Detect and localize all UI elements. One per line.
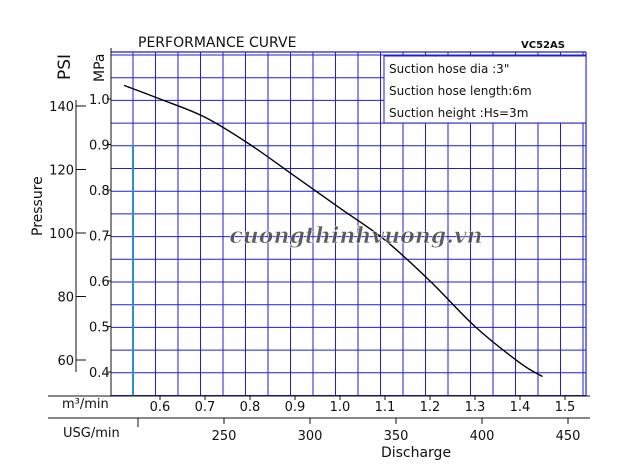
psi-tick-labels: 140 120 100 80 60 — [49, 100, 86, 369]
m3-tick-label: 1.3 — [465, 400, 486, 415]
psi-tick-label: 140 — [49, 100, 74, 115]
psi-tick-label: 100 — [49, 227, 74, 242]
mpa-tick-label: 0.6 — [89, 275, 110, 290]
m3-unit-label: m³/min — [62, 397, 109, 412]
mpa-unit-label: MPa — [92, 54, 108, 82]
mpa-tick-label: 0.7 — [89, 230, 110, 245]
watermark-text: cuongthinhvuong.vn — [229, 223, 482, 249]
m3-tick-label: 1.2 — [420, 400, 441, 415]
m3-tick-label: 0.8 — [240, 400, 261, 415]
m3-tick-label: 0.9 — [285, 400, 306, 415]
usg-tick-label: 300 — [298, 429, 323, 444]
usg-tick-label: 450 — [556, 429, 581, 444]
m3-tick-label: 1.1 — [375, 400, 396, 415]
mpa-tick-label: 0.5 — [89, 321, 110, 336]
psi-unit-label: PSI — [55, 54, 75, 80]
psi-tick-label: 80 — [57, 291, 74, 306]
mpa-tick-label: 0.8 — [89, 184, 110, 199]
info-line-2: Suction hose length:6m — [389, 84, 532, 98]
mpa-tick-labels: 1.0 0.9 0.8 0.7 0.6 0.5 0.4 — [89, 93, 111, 381]
psi-tick-label: 60 — [57, 354, 74, 369]
performance-curve — [123, 84, 543, 378]
m3-tick-label: 1.5 — [555, 400, 576, 415]
m3-tick-label: 1.4 — [510, 400, 531, 415]
curve-layer — [123, 84, 543, 378]
usg-tick-labels: 250 300 350 400 450 — [137, 418, 581, 444]
m3-tick-label: 0.6 — [150, 400, 171, 415]
usg-tick-label: 250 — [212, 429, 237, 444]
psi-tick-label: 120 — [49, 164, 74, 179]
usg-tick-label: 350 — [384, 429, 409, 444]
m3-tick-label: 0.7 — [195, 400, 216, 415]
chart-title: PERFORMANCE CURVE — [138, 35, 296, 51]
mpa-tick-label: 0.9 — [89, 139, 110, 154]
usg-tick-label: 400 — [470, 429, 495, 444]
m3-tick-labels: 0.6 0.7 0.8 0.9 1.0 1.1 1.2 1.3 1.4 1.5 — [150, 396, 576, 415]
m3-tick-label: 1.0 — [330, 400, 351, 415]
mpa-tick-label: 0.4 — [89, 366, 110, 381]
usg-unit-label: USG/min — [63, 426, 120, 441]
discharge-axis-label: Discharge — [381, 445, 451, 461]
info-line-1: Suction hose dia :3" — [389, 62, 509, 76]
info-line-3: Suction height :Hs=3m — [389, 106, 528, 120]
pressure-axis-label: Pressure — [30, 176, 46, 236]
mpa-tick-label: 1.0 — [89, 93, 110, 108]
info-box — [383, 55, 587, 124]
model-label: VC52AS — [521, 40, 565, 51]
